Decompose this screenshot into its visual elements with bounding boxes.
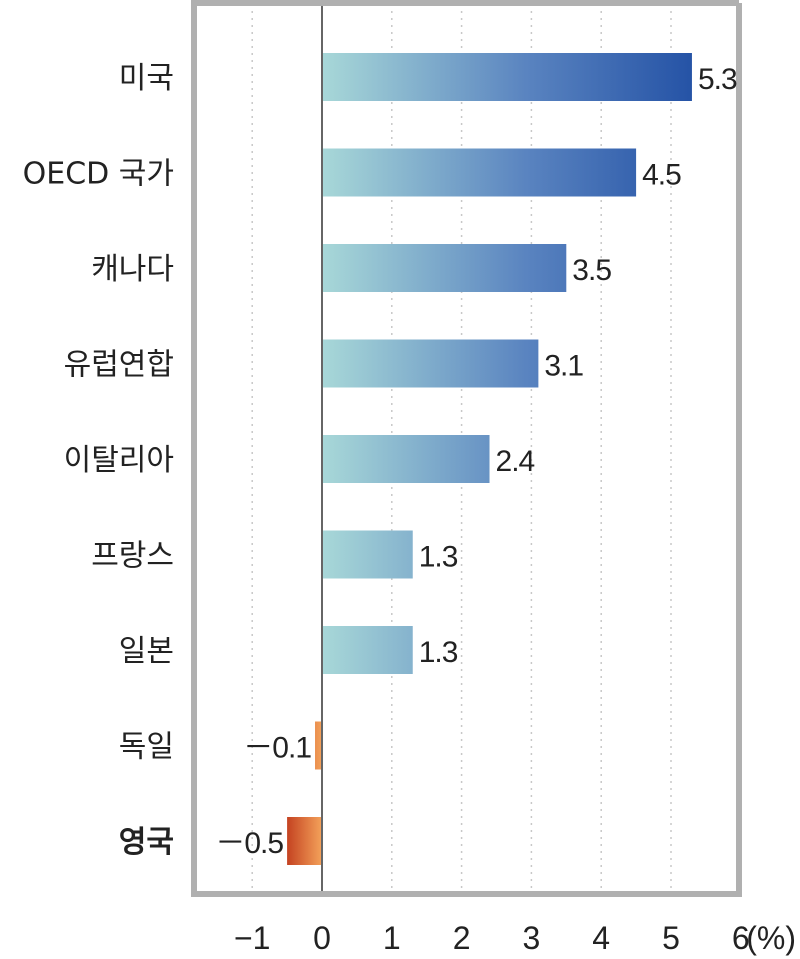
bar (322, 435, 490, 483)
bar (315, 721, 322, 770)
x-tick-label: 3 (523, 920, 541, 956)
value-label: 1.3 (419, 636, 458, 669)
value-label: 4.5 (642, 159, 681, 192)
category-label: 유럽연합 (64, 348, 174, 383)
x-tick-label: 4 (592, 920, 610, 956)
value-label: 1.3 (419, 541, 458, 574)
bar (322, 530, 413, 579)
x-tick-label: 2 (453, 920, 471, 956)
category-label: 프랑스 (91, 539, 174, 574)
bar (322, 53, 692, 101)
category-label: 일본 (119, 634, 174, 669)
category-label: 미국 (119, 61, 174, 96)
category-label: 이탈리아 (64, 443, 174, 478)
category-label: 캐나다 (91, 252, 174, 287)
value-label: 5.3 (698, 63, 737, 96)
value-label: 2.4 (496, 445, 535, 478)
value-label: －0.5 (215, 827, 283, 860)
bar (287, 817, 322, 865)
x-axis-ticks: −1 0 1 2 3 4 5 6(%) (234, 920, 796, 956)
category-label: 독일 (119, 730, 174, 765)
bar (322, 339, 539, 388)
value-label: 3.5 (572, 254, 611, 287)
x-tick-label: 5 (662, 920, 680, 956)
value-label: 3.1 (544, 350, 583, 383)
bar (322, 148, 637, 197)
bar (322, 244, 567, 292)
category-label: 영국 (119, 825, 174, 860)
x-tick-label: −1 (234, 920, 270, 956)
category-label: OECD 국가 (23, 157, 174, 192)
x-tick-label: 0 (313, 920, 331, 956)
unit-label: (%) (746, 920, 796, 956)
bar (322, 626, 413, 674)
x-tick-label: 1 (383, 920, 401, 956)
value-label: －0.1 (243, 732, 311, 765)
plot-frame (191, 0, 742, 897)
value-labels: 5.3 4.5 3.5 3.1 2.4 1.3 1.3 －0.1 －0.5 (215, 63, 738, 860)
x-tick-label: 6 (732, 920, 750, 956)
frame-border (191, 0, 742, 897)
bars (287, 53, 692, 865)
